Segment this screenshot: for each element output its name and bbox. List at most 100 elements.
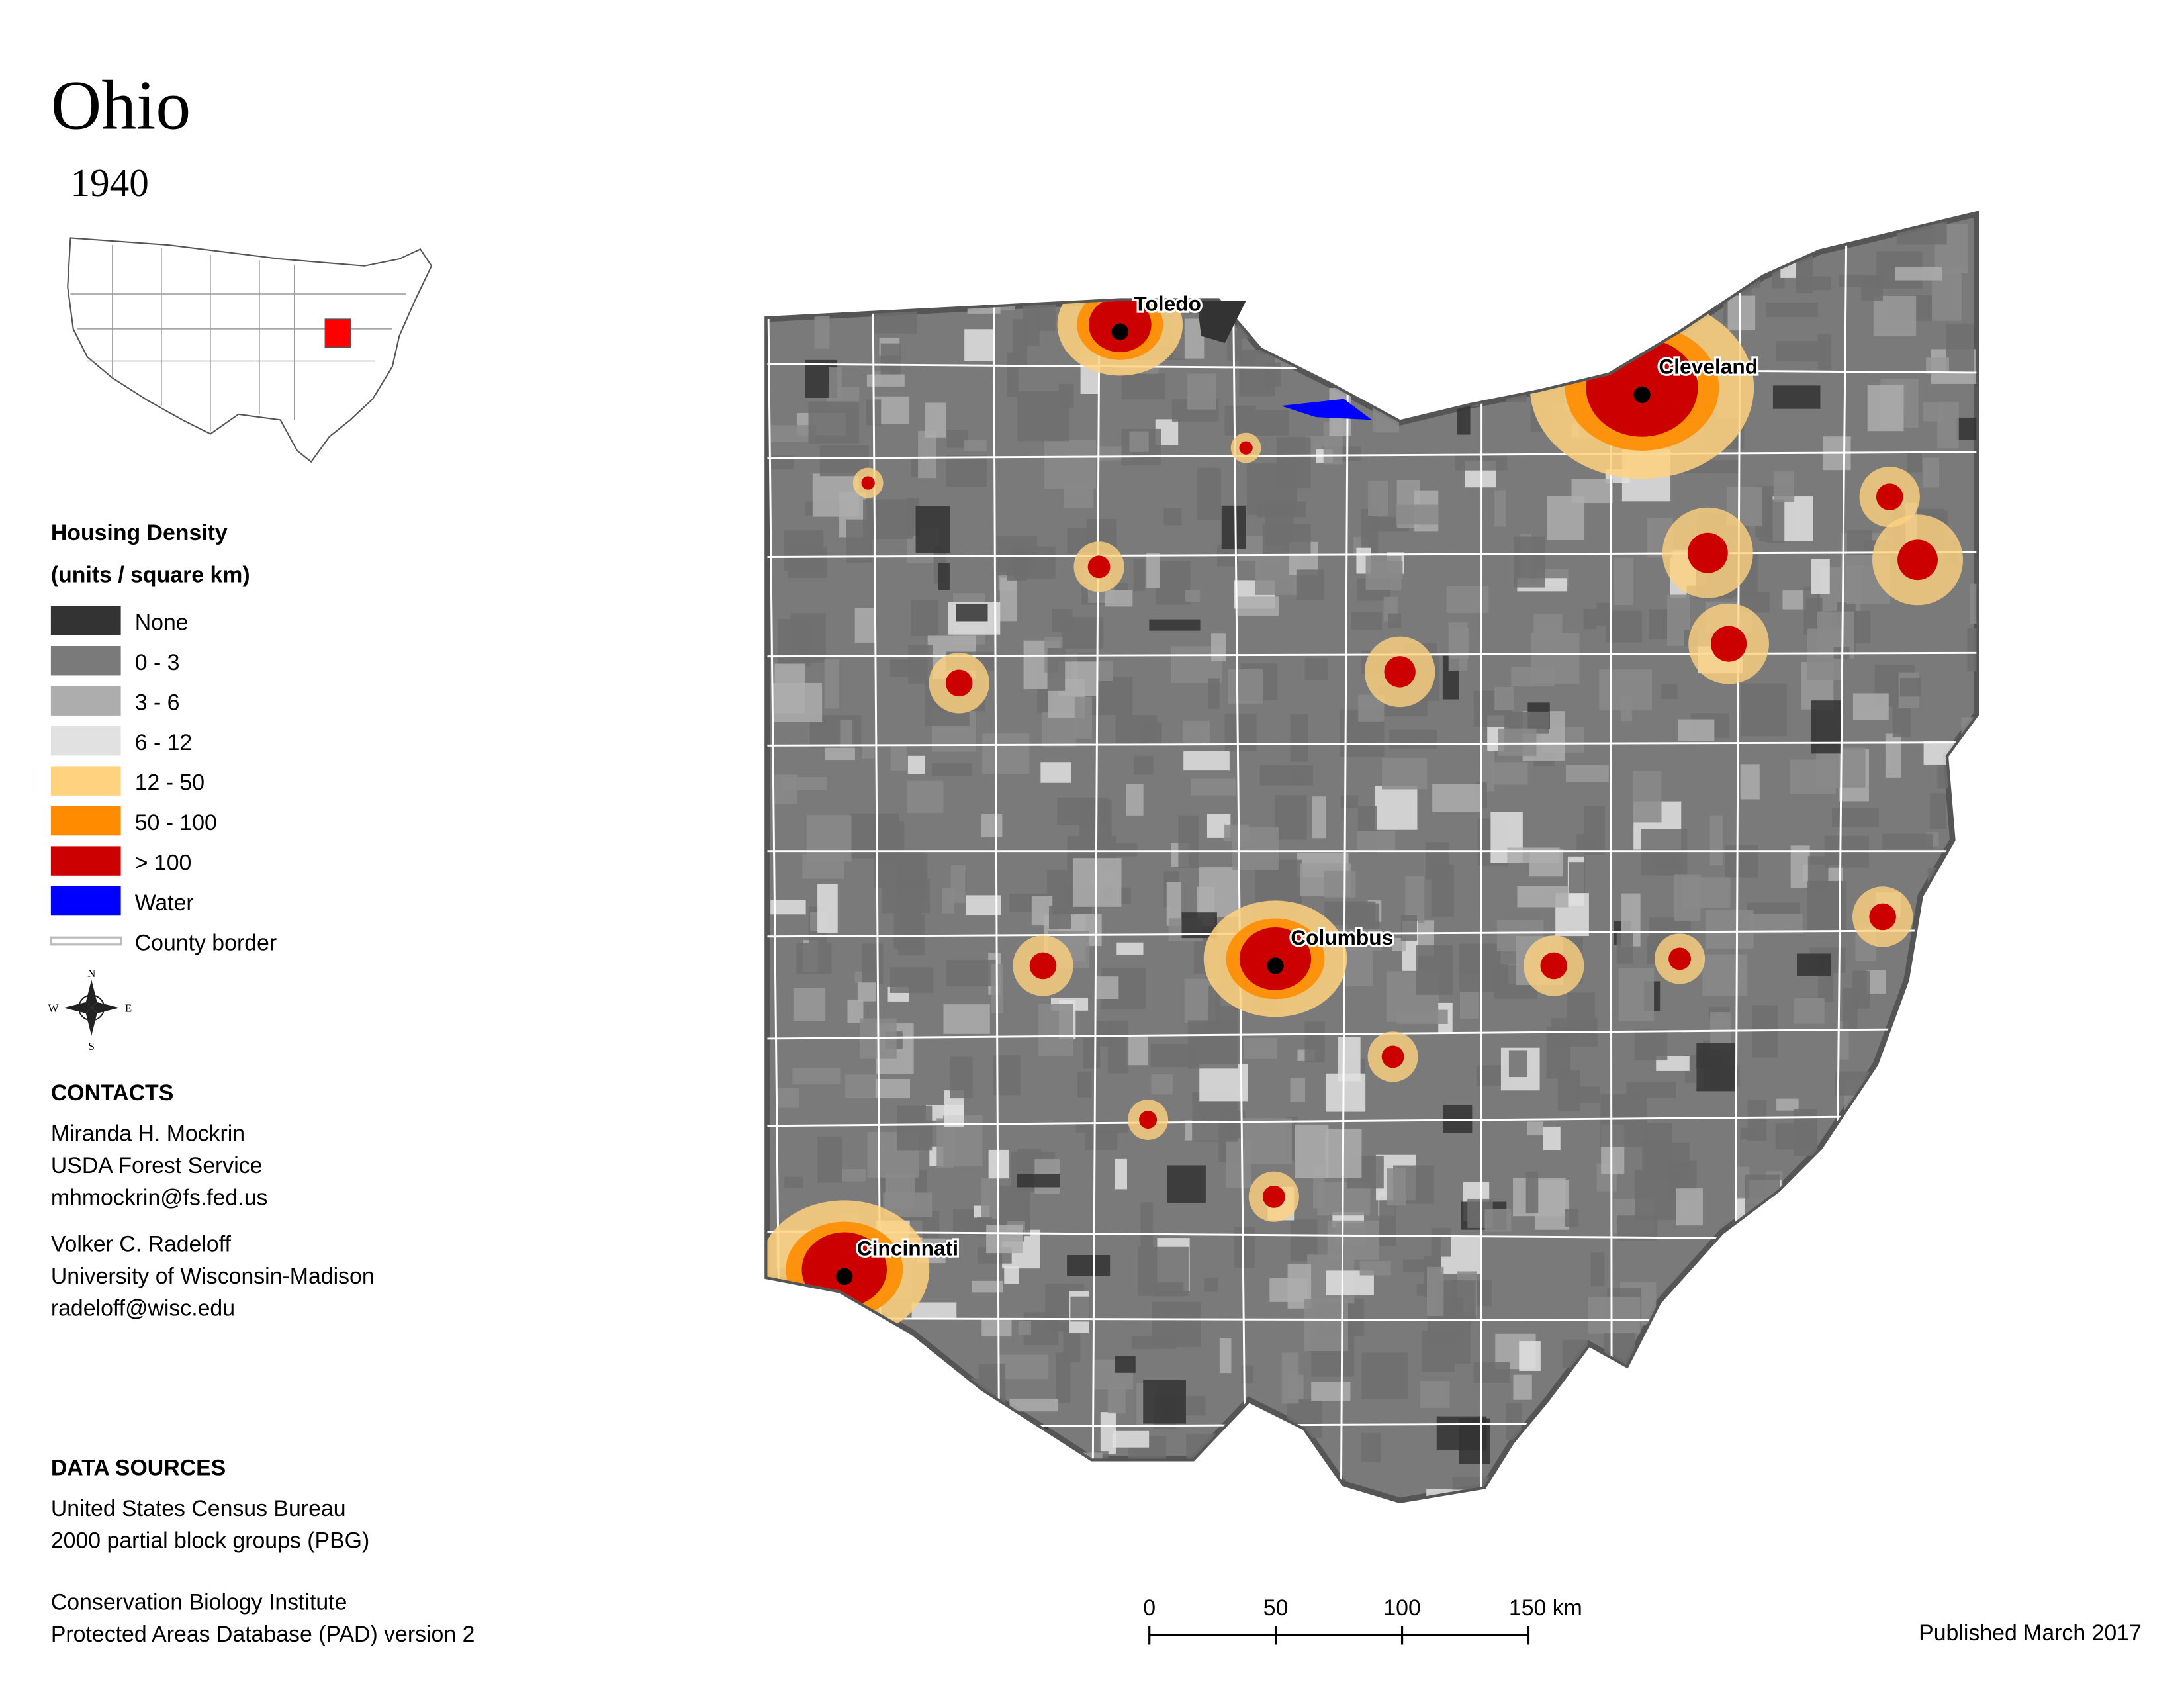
contact-line: Miranda H. Mockrin [51,1121,245,1146]
density-patch [880,1434,893,1448]
town-core [1687,532,1728,573]
density-patch [1227,669,1263,704]
density-patch [1189,243,1207,269]
density-patch [1790,759,1837,795]
density-patch [1345,226,1380,253]
density-patch [831,1302,847,1325]
density-patch [1583,608,1597,630]
density-patch [875,1078,911,1099]
density-patch [829,1347,841,1372]
density-patch [1726,234,1758,276]
density-patch [1428,262,1469,306]
density-patch [1150,1043,1195,1067]
density-patch [1888,1053,1905,1070]
density-patch [1111,1481,1144,1501]
density-patch [890,745,907,771]
density-patch [874,821,905,861]
density-patch [944,283,997,301]
density-patch [817,884,838,933]
compass: N S E W [48,967,132,1053]
density-patch [1047,647,1066,691]
density-patch [1368,481,1388,516]
density-patch [1423,246,1465,299]
density-patch [1367,283,1380,332]
density-patch [772,682,823,722]
density-patch [1909,1468,1942,1501]
density-patch [876,240,923,286]
density-patch [1796,276,1832,291]
density-patch [1585,336,1617,371]
city-label: Columbus [1291,925,1393,949]
density-patch [1588,317,1600,362]
density-patch [1431,864,1454,917]
density-patch [1417,334,1452,352]
density-patch [1322,218,1334,251]
contacts: CONTACTS Miranda H. Mockrin USDA Forest S… [51,1080,375,1321]
density-patch [1952,881,1966,894]
density-patch [1639,1383,1692,1411]
density-patch [1853,1309,1891,1352]
density-patch [1873,295,1917,336]
density-patch [1872,1381,1907,1410]
density-patch [1232,827,1279,870]
density-patch [791,224,811,242]
density-patch [1156,561,1191,605]
density-patch [1805,1461,1828,1501]
density-patch [1720,1414,1737,1433]
density-patch [1269,298,1312,330]
density-patch [1508,1050,1527,1078]
density-patch [784,1176,803,1188]
density-patch [1913,1232,1941,1259]
density-patch [1946,323,1974,372]
density-patch [1492,762,1528,785]
density-patch [1438,331,1455,377]
contacts-heading: CONTACTS [51,1080,173,1105]
density-patch [907,780,944,813]
density-patch [1586,1432,1610,1464]
density-patch [1967,628,1977,671]
density-patch [1388,729,1437,749]
density-patch [1445,217,1490,243]
density-patch [798,1484,820,1501]
density-patch [1290,714,1308,762]
density-patch [1956,1452,1974,1478]
density-patch [784,252,801,283]
density-patch [1967,936,1977,987]
density-patch [1633,771,1662,823]
density-patch [911,1438,926,1491]
density-patch [995,1454,1039,1493]
town-core [1381,1045,1404,1068]
density-patch [1480,743,1495,792]
density-patch [1976,1221,1977,1251]
density-patch [1777,1270,1831,1297]
density-patch [1113,1430,1150,1448]
density-patch [1972,761,1977,799]
density-patch [769,1288,822,1336]
density-patch [998,1354,1049,1380]
town-core [861,476,875,490]
county-border [1091,214,1101,1501]
density-patch [812,473,860,517]
density-patch [1131,1336,1177,1350]
density-patch [1291,1219,1318,1262]
legend-swatch [50,886,121,916]
density-patch [1473,1362,1510,1383]
density-patch [1454,1315,1471,1364]
density-patch [1893,1155,1924,1171]
density-patch [1139,722,1162,746]
density-patch [1882,833,1933,850]
density-patch [1459,943,1501,992]
density-patch [1806,598,1823,612]
density-patch [1677,719,1715,742]
density-patch [982,733,1030,774]
density-patch [1387,1168,1406,1206]
density-patch [1100,1412,1116,1454]
density-patch [1197,215,1216,228]
legend-label: 12 - 50 [135,770,205,795]
density-patch [1199,867,1240,917]
density-patch [908,645,933,684]
density-patch [1224,714,1257,751]
density-patch [889,967,934,993]
density-patch [1606,610,1643,643]
density-patch [1105,590,1133,607]
